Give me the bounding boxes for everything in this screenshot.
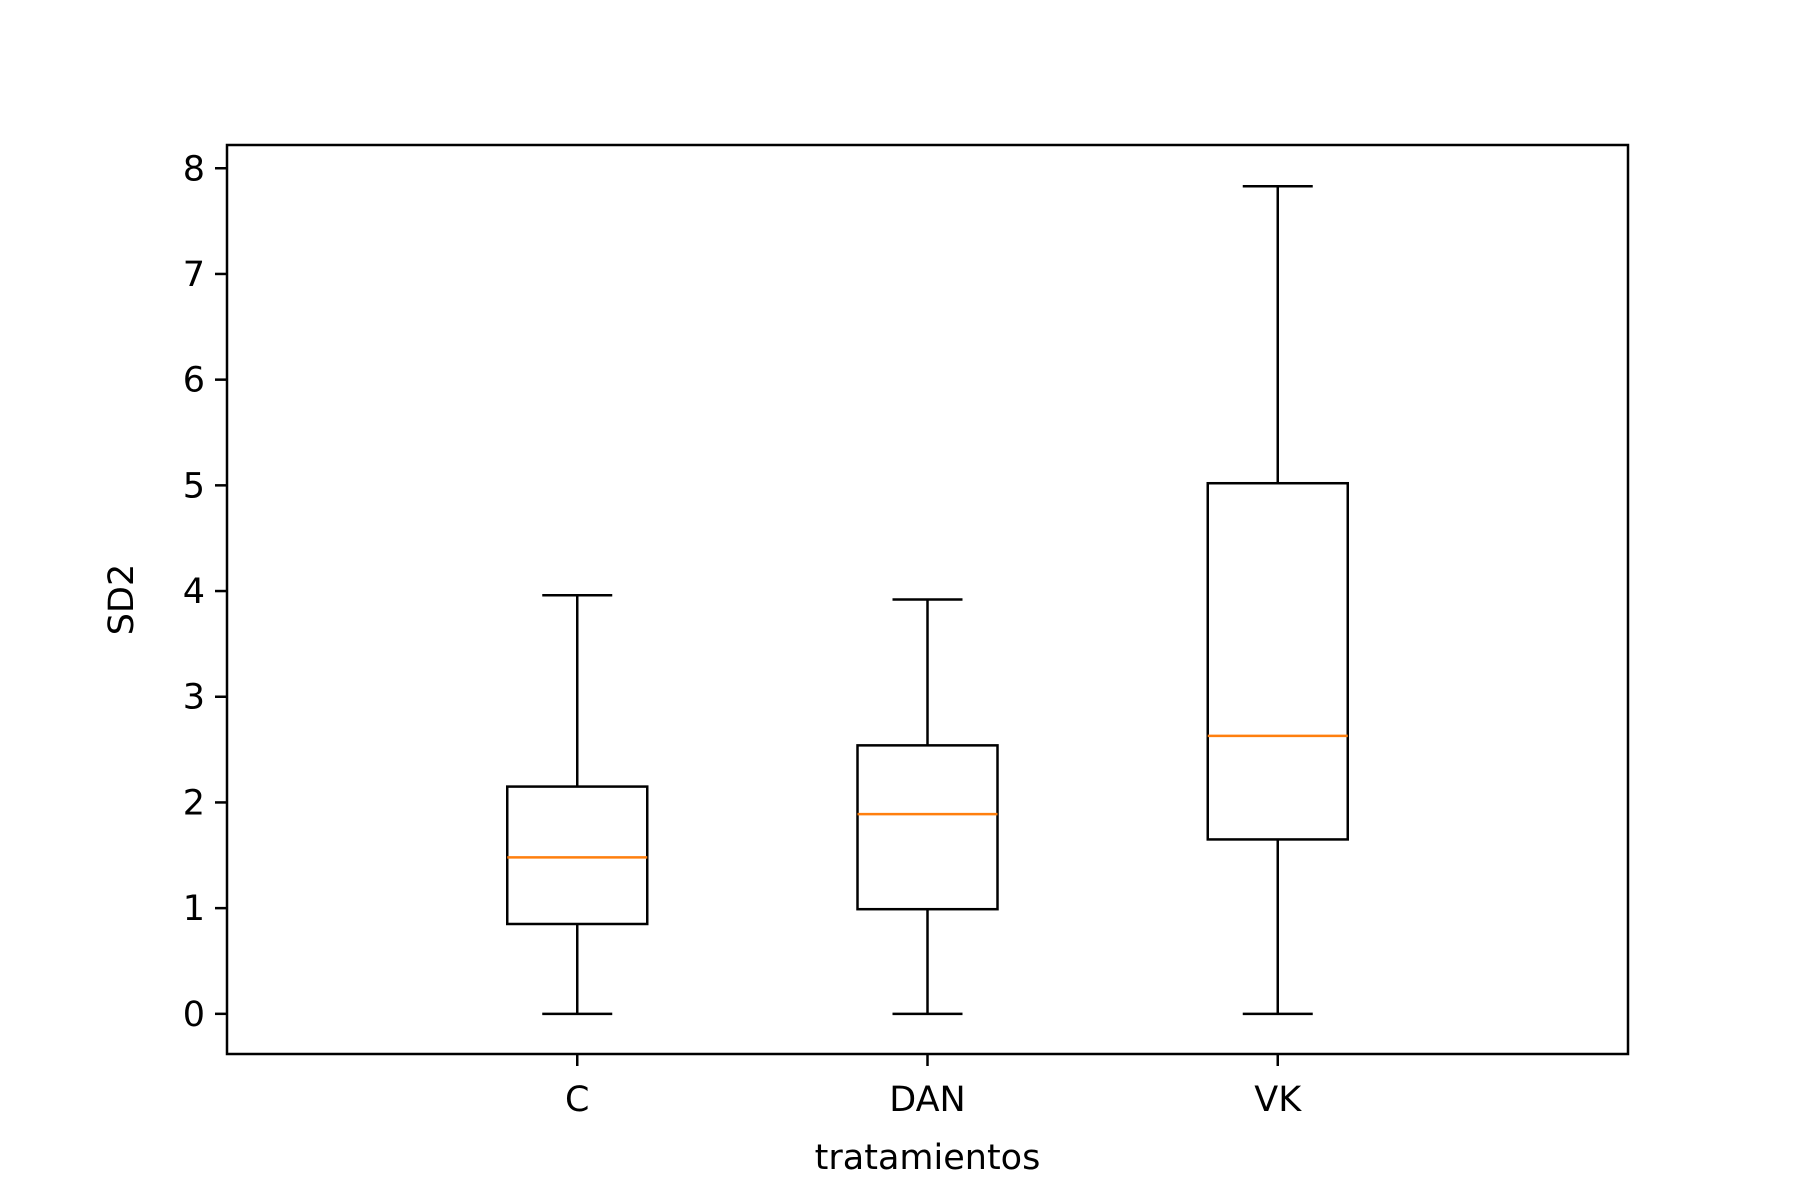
box-group-c bbox=[506, 594, 649, 1016]
iqr-box bbox=[1206, 481, 1349, 841]
y-tick-label: 2 bbox=[183, 783, 205, 823]
iqr-box bbox=[856, 744, 999, 911]
iqr-box bbox=[506, 785, 649, 926]
y-tick-label: 3 bbox=[183, 678, 205, 718]
box-group-vk bbox=[1206, 184, 1349, 1016]
y-tick-label: 4 bbox=[183, 572, 205, 612]
x-axis: C DAN VK bbox=[565, 1054, 1302, 1120]
y-tick-label: 6 bbox=[183, 361, 205, 401]
x-tick-label: C bbox=[565, 1080, 589, 1120]
y-tick-label: 7 bbox=[183, 255, 205, 295]
x-tick-label: DAN bbox=[889, 1080, 965, 1120]
y-tick-label: 1 bbox=[183, 889, 205, 929]
y-tick-label: 8 bbox=[183, 149, 205, 189]
y-axis-label: SD2 bbox=[102, 564, 142, 635]
plot-marks bbox=[506, 184, 1349, 1016]
y-axis: 0 1 2 3 4 5 6 7 8 bbox=[183, 149, 227, 1035]
x-axis-label: tratamientos bbox=[815, 1138, 1041, 1178]
y-tick-label: 5 bbox=[183, 466, 205, 506]
x-tick-label: VK bbox=[1254, 1080, 1302, 1120]
box-group-dan bbox=[856, 598, 999, 1016]
y-tick-label: 0 bbox=[183, 995, 205, 1035]
